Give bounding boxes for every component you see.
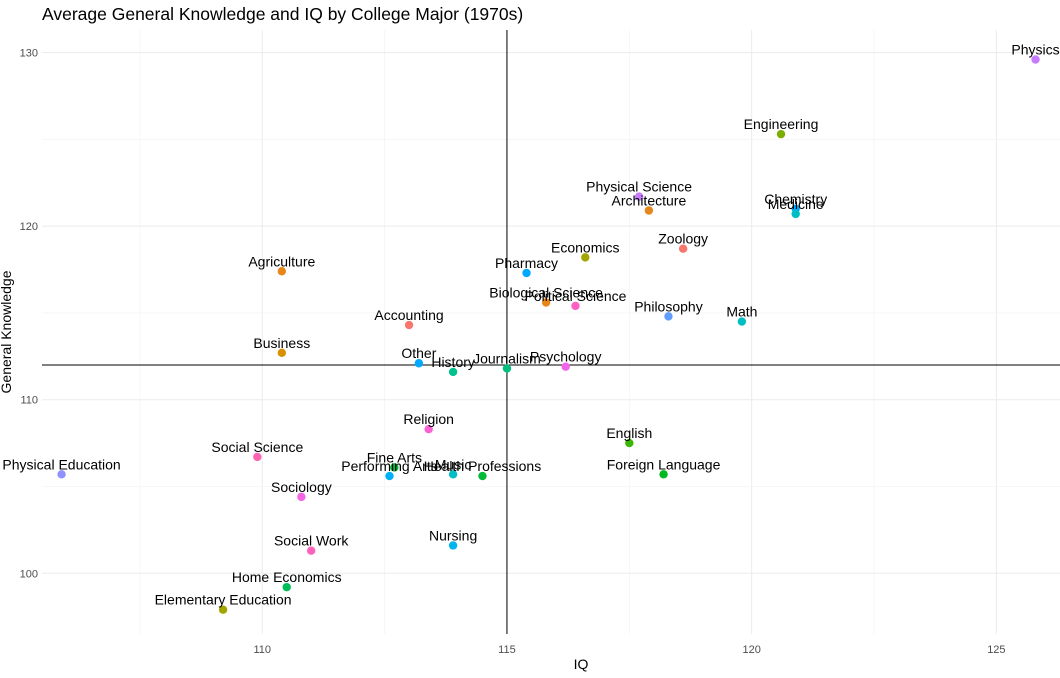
- point-label: Psychology: [530, 349, 602, 365]
- point-label: Zoology: [658, 231, 708, 247]
- data-point: [776, 129, 786, 139]
- y-tick-label: 100: [20, 568, 38, 580]
- point-label: Architecture: [612, 193, 687, 209]
- x-axis-title: IQ: [574, 656, 589, 672]
- point-label: Business: [253, 335, 310, 351]
- x-tick-label: 120: [742, 644, 760, 656]
- data-point: [424, 424, 433, 434]
- data-point: [57, 470, 66, 479]
- data-point: [737, 317, 747, 326]
- data-point: [448, 541, 458, 550]
- data-point: [253, 452, 262, 462]
- y-axis-title: General Knowledge: [0, 270, 14, 393]
- point-label: Music: [435, 456, 472, 472]
- chart-title: Average General Knowledge and IQ by Coll…: [42, 4, 524, 24]
- data-point: [282, 582, 291, 592]
- point-label: Elementary Education: [155, 592, 292, 608]
- point-label: Economics: [551, 239, 619, 255]
- point-label: Philosophy: [634, 298, 703, 314]
- point-label: Home Economics: [232, 569, 342, 585]
- data-point: [625, 438, 634, 448]
- data-point: [581, 253, 590, 262]
- data-point: [414, 359, 424, 368]
- point-label: Religion: [403, 411, 454, 427]
- point-label: Foreign Language: [607, 456, 721, 472]
- data-point: [306, 546, 316, 555]
- data-point: [390, 463, 399, 472]
- point-label: Medicine: [768, 196, 824, 212]
- data-point: [1031, 55, 1040, 64]
- data-point: [218, 605, 228, 614]
- data-point: [561, 362, 570, 371]
- point-label: Biological Science: [489, 284, 603, 300]
- point-label: Engineering: [744, 116, 819, 132]
- data-point: [478, 471, 487, 481]
- point-label: History: [431, 354, 475, 370]
- point-label: Social Science: [211, 439, 303, 455]
- point-label: Physical Education: [2, 456, 120, 472]
- point-label: Performing Arts: [341, 458, 437, 474]
- data-point: [404, 320, 414, 330]
- x-tick-label: 110: [253, 644, 271, 656]
- point-label: Journalism: [473, 350, 541, 366]
- point-label: Accounting: [374, 307, 443, 323]
- point-label: English: [606, 425, 652, 441]
- data-point: [791, 209, 800, 219]
- point-label: Physics: [1011, 42, 1059, 58]
- data-point: [522, 268, 531, 278]
- data-point: [571, 301, 580, 311]
- point-label: Health Professions: [424, 458, 542, 474]
- x-tick-label: 125: [987, 644, 1005, 656]
- data-point: [664, 312, 673, 321]
- y-tick-label: 130: [20, 48, 38, 60]
- data-point: [297, 492, 306, 502]
- point-label: Political Science: [525, 288, 627, 304]
- data-point: [502, 364, 512, 373]
- data-point: [277, 348, 287, 358]
- data-point: [644, 206, 654, 215]
- point-label: Pharmacy: [495, 255, 558, 271]
- point-label: Other: [401, 345, 436, 361]
- data-point: [277, 267, 287, 276]
- data-point: [385, 471, 394, 481]
- data-point: [634, 192, 644, 201]
- data-point: [678, 244, 688, 253]
- point-label: Sociology: [271, 479, 332, 495]
- point-label: Social Work: [274, 533, 349, 549]
- y-tick-label: 110: [20, 395, 38, 407]
- point-label: Chemistry: [764, 191, 827, 207]
- point-label: Agriculture: [248, 253, 315, 269]
- data-point: [448, 470, 458, 479]
- point-labels: Physics Engineering Physical ScienceArchit…: [2, 42, 1059, 608]
- grid-lines: [42, 30, 1060, 634]
- axis-ticks: 110 115 120 125 100 110 120 130: [20, 48, 1006, 656]
- point-label: Physical Science: [586, 179, 692, 195]
- point-label: Fine Arts: [367, 449, 422, 465]
- y-tick-label: 120: [20, 221, 38, 233]
- data-point: [659, 470, 668, 479]
- point-label: Math: [726, 304, 757, 320]
- data-point: [448, 367, 458, 377]
- point-label: Nursing: [429, 527, 477, 543]
- reference-lines: [42, 30, 1060, 634]
- x-tick-label: 115: [498, 644, 516, 656]
- data-point: [541, 298, 551, 307]
- data-points: [57, 55, 1040, 614]
